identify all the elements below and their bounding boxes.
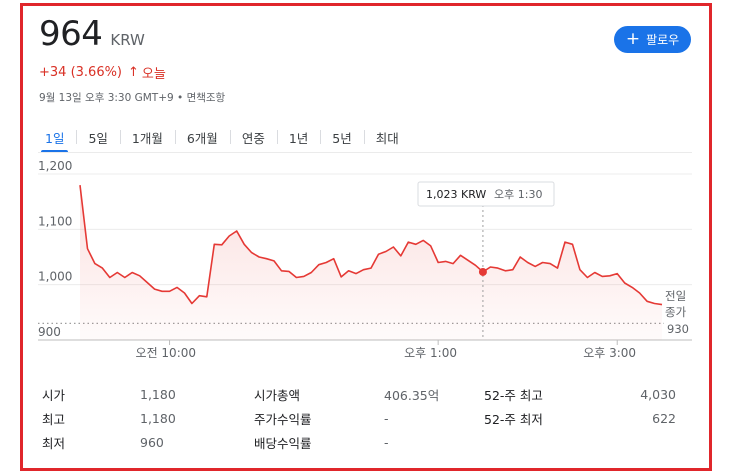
arrow-up-icon: ↑ xyxy=(128,65,139,80)
stats-row: 최고 1,180 주가수익률 - 52-주 최저 622 xyxy=(42,406,682,430)
tab-max[interactable]: 최대 xyxy=(363,122,411,152)
stat-label: 시가총액 xyxy=(254,387,301,403)
stat-value: 960 xyxy=(140,434,164,450)
stat-label: 52-주 최고 xyxy=(484,387,543,403)
stat-value: - xyxy=(384,434,389,450)
tab-1m[interactable]: 1개월 xyxy=(119,122,175,152)
stats-row: 시가 1,180 시가총액 406.35억 52-주 최고 4,030 xyxy=(42,382,682,406)
stat-value: - xyxy=(384,410,389,426)
range-tabs: 1일 5일 1개월 6개월 연중 1년 5년 최대 xyxy=(33,122,411,153)
tab-6m[interactable]: 6개월 xyxy=(174,122,230,152)
stat-value: 622 xyxy=(652,410,676,426)
change-value: +34 (3.66%) xyxy=(39,65,123,80)
stat-label: 52-주 최저 xyxy=(484,411,543,427)
x-tick-label: 오후 1:00 xyxy=(404,346,457,360)
stats-table: 시가 1,180 시가총액 406.35억 52-주 최고 4,030 최고 1… xyxy=(42,382,682,454)
plus-icon: + xyxy=(625,29,641,49)
stat-label: 최저 xyxy=(42,435,66,451)
stat-label: 시가 xyxy=(42,387,66,403)
previous-close-label: 종가 xyxy=(665,305,687,319)
tooltip-box xyxy=(417,181,555,207)
change-period: 오늘 xyxy=(141,67,166,82)
price-area xyxy=(80,185,662,340)
stat-value: 4,030 xyxy=(640,386,676,402)
currency-label: KRW xyxy=(110,31,145,49)
highlight-frame xyxy=(20,3,712,471)
follow-button-label: 팔로우 xyxy=(646,33,680,47)
tab-5y[interactable]: 5년 xyxy=(320,122,363,152)
price-line xyxy=(79,185,663,306)
tab-5d[interactable]: 5일 xyxy=(76,122,119,152)
tooltip-time: 오후 1:30 xyxy=(494,188,542,201)
previous-close-label: 전일 xyxy=(665,289,686,303)
follow-button[interactable]: + 팔로우 xyxy=(614,26,691,53)
y-tick-label: 1,100 xyxy=(38,214,72,228)
tabs-divider xyxy=(38,152,692,153)
stat-value: 406.35억 xyxy=(384,387,440,403)
tooltip-value: 1,023 KRW xyxy=(426,188,486,201)
hover-point xyxy=(478,267,487,276)
price-row: 964 KRW xyxy=(39,14,145,54)
y-tick-label: 1,000 xyxy=(38,270,72,284)
price-change: +34 (3.66%) ↑ 오늘 xyxy=(39,63,166,82)
y-tick-label: 1,200 xyxy=(38,159,72,173)
stat-label: 최고 xyxy=(42,411,66,427)
tab-ytd[interactable]: 연중 xyxy=(229,122,277,152)
tab-1y[interactable]: 1년 xyxy=(276,122,320,152)
current-price: 964 xyxy=(39,14,103,54)
stat-value: 1,180 xyxy=(140,386,176,402)
x-tick-label: 오후 3:00 xyxy=(583,346,636,360)
y-tick-label: 900 xyxy=(38,325,61,339)
stat-label: 배당수익률 xyxy=(254,435,312,451)
stat-value: 1,180 xyxy=(140,410,176,426)
previous-close-value: 930 xyxy=(667,322,689,336)
stats-row: 최저 960 배당수익률 - xyxy=(42,430,682,454)
tab-1d[interactable]: 1일 xyxy=(33,122,76,153)
x-tick-label: 오전 10:00 xyxy=(136,346,196,360)
stat-label: 주가수익률 xyxy=(254,411,312,427)
timestamp-disclaimer[interactable]: 9월 13일 오후 3:30 GMT+9 • 면책조항 xyxy=(39,92,226,104)
